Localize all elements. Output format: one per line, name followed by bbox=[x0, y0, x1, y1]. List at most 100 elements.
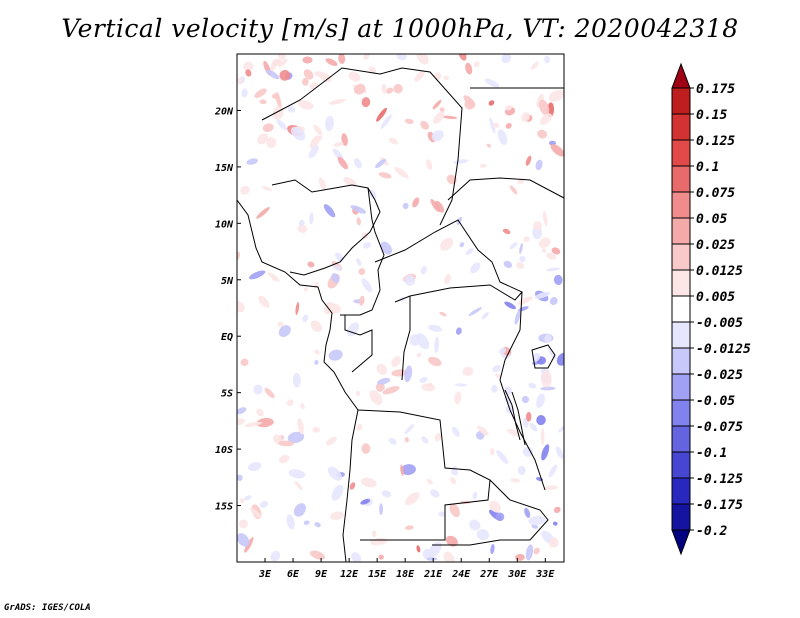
velocity-blob bbox=[546, 252, 557, 260]
velocity-blob bbox=[434, 432, 442, 442]
velocity-blob bbox=[361, 97, 371, 108]
velocity-blob bbox=[517, 296, 533, 305]
velocity-blob bbox=[548, 537, 559, 548]
velocity-blob bbox=[479, 163, 487, 168]
velocity-blob bbox=[331, 273, 340, 284]
velocity-blob bbox=[428, 356, 442, 367]
colorbar-label: -0.075 bbox=[696, 420, 743, 435]
velocity-blob bbox=[302, 56, 313, 64]
velocity-blob bbox=[351, 552, 362, 562]
velocity-blob bbox=[247, 462, 262, 472]
velocity-blob bbox=[332, 265, 342, 271]
y-tick-label: 10N bbox=[215, 219, 234, 230]
velocity-blob bbox=[309, 212, 314, 225]
y-tick-label: EQ bbox=[221, 332, 233, 343]
colorbar-swatch bbox=[671, 477, 691, 505]
colorbar-label: -0.125 bbox=[696, 472, 743, 487]
velocity-blob bbox=[314, 360, 319, 365]
velocity-blob bbox=[440, 237, 454, 251]
velocity-blob bbox=[521, 395, 530, 404]
velocity-blob bbox=[522, 446, 534, 457]
velocity-blob bbox=[549, 297, 558, 306]
colorbar-label: -0.2 bbox=[696, 524, 727, 539]
velocity-blob bbox=[288, 469, 306, 479]
velocity-blob bbox=[455, 327, 462, 335]
velocity-blob bbox=[431, 130, 444, 142]
velocity-blob bbox=[278, 325, 291, 338]
velocity-blob bbox=[519, 242, 523, 255]
lake-tanganyika bbox=[504, 389, 526, 446]
velocity-blob bbox=[414, 70, 425, 82]
velocity-blob bbox=[486, 143, 491, 148]
velocity-blob bbox=[300, 403, 305, 410]
velocity-blob bbox=[534, 291, 551, 299]
velocity-blob bbox=[350, 205, 367, 214]
velocity-blob bbox=[348, 71, 361, 82]
velocity-blob bbox=[391, 369, 408, 377]
velocity-blob bbox=[356, 258, 362, 266]
velocity-blob bbox=[510, 478, 521, 483]
velocity-blob bbox=[456, 216, 463, 225]
colorbar-label: 0.175 bbox=[696, 82, 735, 97]
colorbar-top-arrow bbox=[671, 62, 691, 89]
velocity-blob bbox=[443, 551, 455, 562]
velocity-blob bbox=[430, 198, 440, 213]
lake-victoria bbox=[531, 344, 556, 369]
velocity-blob bbox=[468, 307, 482, 316]
velocity-blob bbox=[333, 142, 344, 147]
velocity-blob bbox=[325, 115, 334, 131]
velocity-blob bbox=[363, 242, 371, 249]
border-drc-east bbox=[499, 291, 546, 491]
velocity-blob bbox=[454, 391, 462, 405]
velocity-blob bbox=[465, 248, 474, 256]
velocity-blob bbox=[449, 503, 460, 518]
velocity-blob bbox=[526, 411, 532, 422]
velocity-blob bbox=[349, 482, 356, 490]
border-zambia bbox=[432, 479, 549, 546]
velocity-blob bbox=[361, 443, 371, 454]
velocity-blob bbox=[416, 352, 422, 358]
velocity-blob bbox=[358, 268, 366, 275]
colorbar-label: -0.025 bbox=[696, 368, 743, 383]
colorbar-swatch bbox=[671, 269, 691, 297]
velocity-blob bbox=[312, 136, 323, 143]
velocity-blob bbox=[428, 324, 442, 332]
colorbar-swatch bbox=[671, 217, 691, 245]
velocity-blob bbox=[286, 399, 294, 406]
velocity-blob bbox=[488, 100, 495, 106]
velocity-blob bbox=[543, 485, 559, 491]
velocity-blob bbox=[243, 495, 252, 501]
velocity-blob bbox=[253, 384, 263, 395]
velocity-blob bbox=[385, 87, 394, 94]
border-sudan bbox=[447, 177, 564, 201]
x-axis: 3E 6E 9E 12E 15E 18E 21E 24E 27E 30E 33E bbox=[258, 558, 555, 580]
velocity-blob bbox=[444, 274, 451, 285]
velocity-blob bbox=[303, 69, 314, 80]
colorbar-label: 0.1 bbox=[696, 160, 719, 175]
velocity-blob bbox=[477, 425, 489, 436]
velocity-blob bbox=[542, 210, 548, 227]
velocity-blob bbox=[297, 224, 308, 233]
velocity-blob bbox=[464, 99, 476, 110]
velocity-blob bbox=[490, 543, 495, 555]
velocity-blob bbox=[509, 185, 518, 195]
velocity-blob bbox=[439, 107, 445, 113]
velocity-blob bbox=[540, 386, 556, 391]
velocity-blob bbox=[535, 159, 543, 171]
velocity-blob bbox=[443, 75, 450, 81]
velocity-blob bbox=[272, 276, 277, 281]
velocity-blob bbox=[396, 54, 407, 61]
velocity-blob bbox=[529, 422, 538, 432]
velocity-blob bbox=[307, 261, 315, 268]
velocity-blob bbox=[495, 512, 505, 522]
velocity-blob bbox=[402, 202, 409, 210]
velocity-blob bbox=[544, 334, 552, 343]
velocity-blob bbox=[325, 58, 338, 67]
velocity-field bbox=[237, 54, 564, 562]
velocity-blob bbox=[430, 489, 440, 498]
x-tick-label: 18E bbox=[396, 569, 415, 580]
velocity-blob bbox=[257, 133, 269, 145]
velocity-blob bbox=[331, 484, 344, 501]
velocity-blob bbox=[278, 54, 286, 60]
velocity-blob bbox=[445, 535, 458, 547]
